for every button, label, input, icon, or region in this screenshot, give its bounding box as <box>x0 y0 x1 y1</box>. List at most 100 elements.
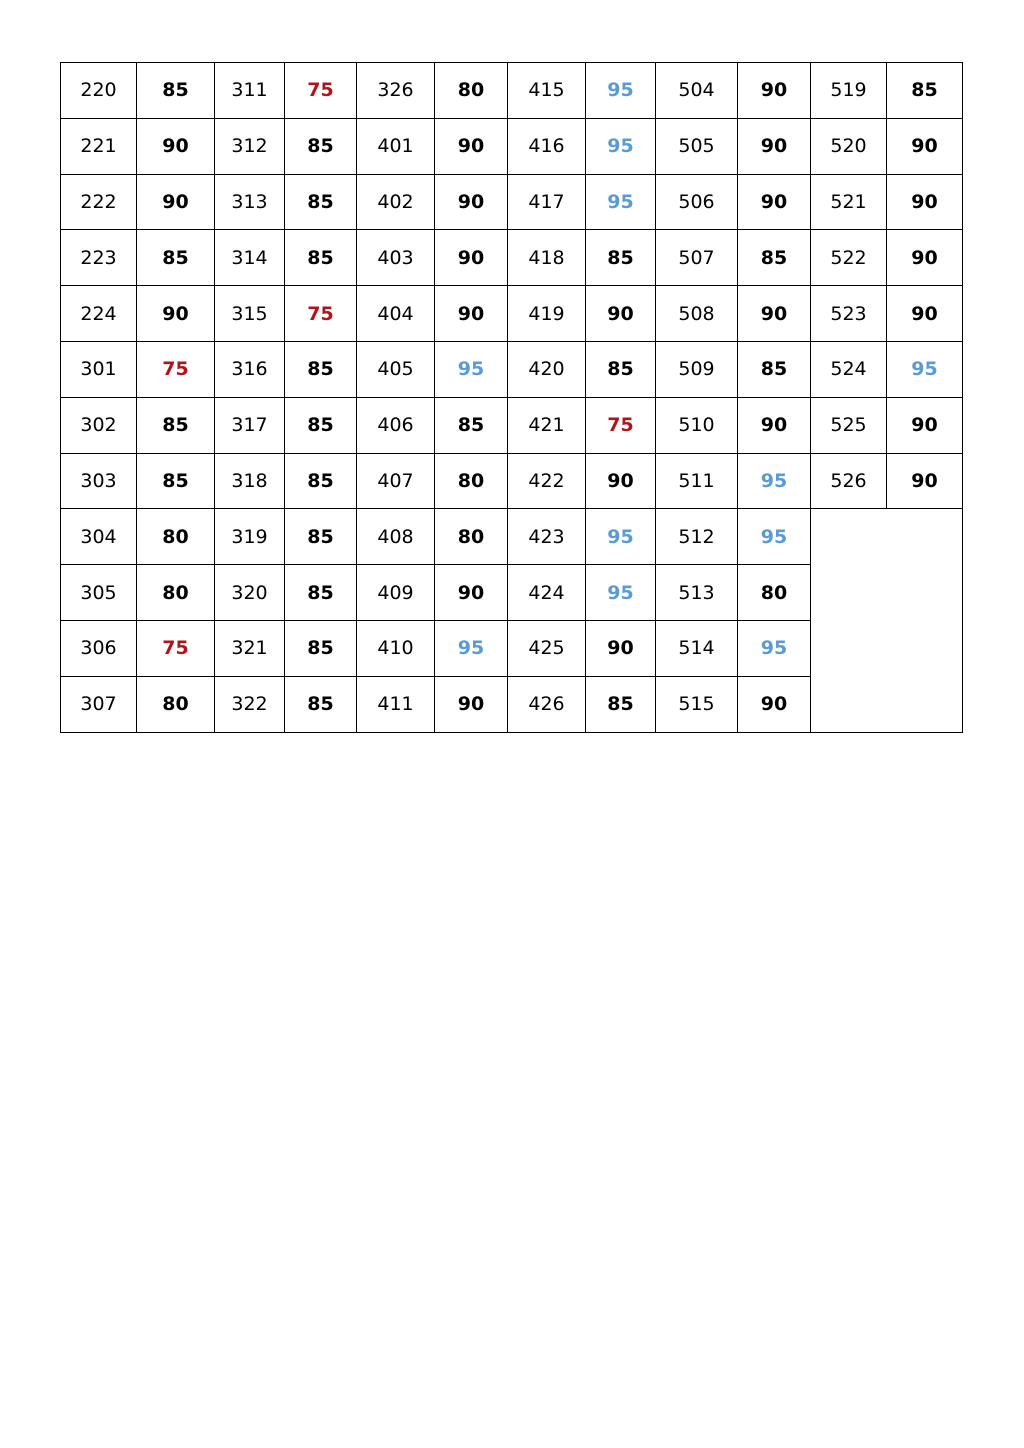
score-cell: 90 <box>434 564 508 621</box>
room-number-cell: 316 <box>214 340 285 398</box>
score-cell: 85 <box>585 229 656 287</box>
score-cell: 90 <box>886 229 963 287</box>
table-row: 223 85 314 85 403 90 418 85 507 85 522 90 <box>60 229 963 287</box>
score-cell: 75 <box>136 340 215 398</box>
score-cell: 90 <box>585 619 656 677</box>
score-cell: 85 <box>886 62 963 119</box>
score-cell: 90 <box>434 285 508 342</box>
table-row: 303 85 318 85 407 80 422 90 511 95 526 90 <box>60 452 963 510</box>
table-row: 302 85 317 85 406 85 421 75 510 90 525 90 <box>60 396 963 454</box>
room-number-cell: 521 <box>810 173 887 231</box>
score-cell: 90 <box>886 396 963 454</box>
room-number-cell: 525 <box>810 396 887 454</box>
room-number-cell: 519 <box>810 62 887 119</box>
score-cell: 90 <box>434 675 508 733</box>
room-number-cell: 320 <box>214 564 285 621</box>
room-number-cell: 505 <box>655 117 738 175</box>
score-cell: 95 <box>434 340 508 398</box>
score-cell: 95 <box>737 452 811 510</box>
room-number-cell: 224 <box>60 285 137 342</box>
room-number-cell: 512 <box>655 508 738 566</box>
room-number-cell: 510 <box>655 396 738 454</box>
score-cell: 95 <box>434 619 508 677</box>
score-cell: 85 <box>284 396 357 454</box>
room-number-cell: 220 <box>60 62 137 119</box>
score-cell: 95 <box>585 173 656 231</box>
room-number-cell: 306 <box>60 619 137 677</box>
score-cell: 85 <box>284 452 357 510</box>
score-cell: 85 <box>136 396 215 454</box>
room-number-cell: 418 <box>507 229 586 287</box>
score-cell: 85 <box>585 340 656 398</box>
room-number-cell: 416 <box>507 117 586 175</box>
table-body: 220 85 311 75 326 80 415 95 504 90 519 85 221 90 312 85… <box>60 62 963 733</box>
score-cell: 90 <box>434 117 508 175</box>
room-number-cell: 305 <box>60 564 137 621</box>
table-row: 304 80 319 85 408 80 423 95 512 95 <box>60 508 963 733</box>
room-number-cell: 406 <box>356 396 435 454</box>
room-number-cell: 423 <box>507 508 586 566</box>
room-number-cell: 523 <box>810 285 887 342</box>
room-number-cell: 522 <box>810 229 887 287</box>
score-cell: 85 <box>284 508 357 566</box>
table-row: 224 90 315 75 404 90 419 90 508 90 523 90 <box>60 285 963 342</box>
room-number-cell: 524 <box>810 340 887 398</box>
room-number-cell: 303 <box>60 452 137 510</box>
room-number-cell: 301 <box>60 340 137 398</box>
room-number-cell: 304 <box>60 508 137 566</box>
room-number-cell: 311 <box>214 62 285 119</box>
score-cell: 75 <box>284 285 357 342</box>
room-number-cell: 314 <box>214 229 285 287</box>
room-number-cell: 326 <box>356 62 435 119</box>
score-cell: 90 <box>136 285 215 342</box>
room-number-cell: 221 <box>60 117 137 175</box>
score-cell: 85 <box>136 62 215 119</box>
score-cell: 90 <box>585 285 656 342</box>
room-number-cell: 419 <box>507 285 586 342</box>
room-number-cell: 511 <box>655 452 738 510</box>
room-number-cell: 520 <box>810 117 887 175</box>
room-number-cell: 410 <box>356 619 435 677</box>
score-cell: 90 <box>886 173 963 231</box>
score-cell: 80 <box>136 675 215 733</box>
room-number-cell: 507 <box>655 229 738 287</box>
room-number-cell: 402 <box>356 173 435 231</box>
score-cell: 85 <box>284 229 357 287</box>
score-cell: 85 <box>284 675 357 733</box>
score-cell: 90 <box>136 117 215 175</box>
score-cell: 85 <box>136 229 215 287</box>
score-cell: 95 <box>585 508 656 566</box>
table-row: 220 85 311 75 326 80 415 95 504 90 519 85 <box>60 62 963 119</box>
room-number-cell: 508 <box>655 285 738 342</box>
room-number-cell: 426 <box>507 675 586 733</box>
score-cell: 95 <box>886 340 963 398</box>
room-number-cell: 509 <box>655 340 738 398</box>
room-number-cell: 506 <box>655 173 738 231</box>
score-cell: 85 <box>737 340 811 398</box>
score-cell: 85 <box>284 619 357 677</box>
score-cell: 90 <box>737 62 811 119</box>
table-row: 305 80 320 85 409 90 424 95 513 80 <box>60 564 963 621</box>
score-cell: 90 <box>737 285 811 342</box>
empty-merged-cell <box>810 508 963 733</box>
room-number-cell: 404 <box>356 285 435 342</box>
score-cell: 90 <box>737 396 811 454</box>
room-number-cell: 222 <box>60 173 137 231</box>
score-cell: 95 <box>737 508 811 566</box>
room-number-cell: 424 <box>507 564 586 621</box>
score-cell: 85 <box>136 452 215 510</box>
score-cell: 80 <box>136 508 215 566</box>
score-cell: 75 <box>585 396 656 454</box>
score-cell: 95 <box>585 117 656 175</box>
room-number-cell: 408 <box>356 508 435 566</box>
room-number-cell: 223 <box>60 229 137 287</box>
score-cell: 85 <box>284 173 357 231</box>
room-number-cell: 407 <box>356 452 435 510</box>
room-number-cell: 409 <box>356 564 435 621</box>
room-number-cell: 425 <box>507 619 586 677</box>
room-number-cell: 515 <box>655 675 738 733</box>
room-number-cell: 420 <box>507 340 586 398</box>
score-cell: 95 <box>585 564 656 621</box>
table-row: 307 80 322 85 411 90 426 85 515 90 <box>60 675 963 733</box>
room-number-cell: 313 <box>214 173 285 231</box>
